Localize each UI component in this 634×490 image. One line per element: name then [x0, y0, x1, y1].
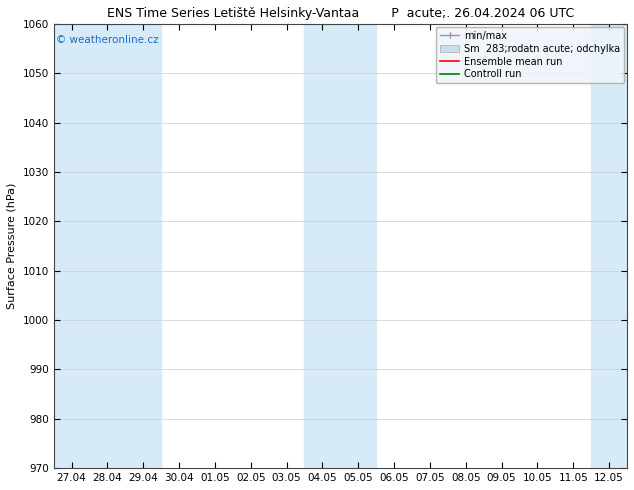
Bar [592, 24, 627, 468]
Bar [126, 24, 161, 468]
Y-axis label: Surface Pressure (hPa): Surface Pressure (hPa) [7, 183, 17, 309]
Bar [54, 24, 89, 468]
Bar [89, 24, 126, 468]
Legend: min/max, Sm  283;rodatn acute; odchylka, Ensemble mean run, Controll run: min/max, Sm 283;rodatn acute; odchylka, … [436, 27, 624, 83]
Title: ENS Time Series Letiště Helsinky-Vantaa        P  acute;. 26.04.2024 06 UTC: ENS Time Series Letiště Helsinky-Vantaa … [107, 7, 574, 20]
Bar [304, 24, 340, 468]
Text: © weatheronline.cz: © weatheronline.cz [56, 35, 159, 45]
Bar [340, 24, 376, 468]
